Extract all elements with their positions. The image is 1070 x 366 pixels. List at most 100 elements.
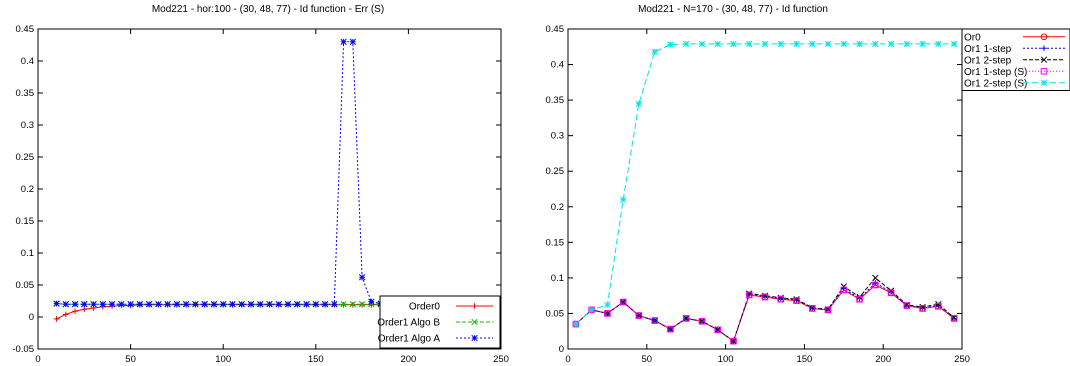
- chart-right-series-4-point: [777, 40, 784, 48]
- chart-right-series-2-line: [575, 277, 955, 343]
- chart-right-series-3-point: [887, 289, 895, 297]
- chart-left-series-2-point: [257, 301, 264, 308]
- chart-right-ytick-label: 0.15: [546, 237, 565, 248]
- chart-right-series-3-point: [698, 317, 706, 325]
- chart-right-series-4-point: [887, 40, 895, 48]
- chart-right-series-3-point: [856, 295, 863, 303]
- chart-left-series-2-point: [164, 301, 171, 308]
- chart-right-xtick-label: 50: [642, 354, 653, 365]
- chart-right-series-3-point: [793, 297, 800, 304]
- chart-right-legend-box: [961, 28, 1070, 91]
- chart-right-ytick-label: 0.45: [546, 24, 565, 35]
- chart-left-series-2-point: [90, 301, 97, 308]
- chart-right-series-3-point: [950, 315, 958, 322]
- chart-left-series-0-point: [53, 316, 60, 322]
- chart-right-series-3-point: [714, 326, 722, 334]
- chart-left-series-2-point: [331, 301, 338, 308]
- chart-right-series-4-point: [651, 48, 658, 55]
- chart-left: Mod221 - hor:100 - (30, 48, 77) - Id fun…: [12, 4, 509, 365]
- chart-left-ticks: 0 50 100 150 200 250-0.0500.050.10.150.20.250…: [12, 24, 509, 365]
- chart-left-series-2-point: [62, 301, 69, 308]
- chart-right-series-3-point: [667, 325, 674, 333]
- chart-left-ytick-label: 0.05: [16, 280, 35, 291]
- chart-left-series-2-point: [303, 301, 310, 308]
- chart-left-series-2-point: [368, 298, 375, 305]
- chart-left-series-2-point: [321, 301, 329, 308]
- chart-right-legend-marker-3: [1040, 67, 1048, 75]
- chart-left-ytick-label: -0.05: [12, 344, 34, 355]
- chart-left-series-2-line: [56, 41, 427, 305]
- chart-left-series-2-point: [220, 301, 227, 308]
- chart-right-series-3: [572, 281, 958, 345]
- chart-left-series-2-point: [349, 38, 356, 45]
- chart-right-series-1-point: [951, 315, 957, 322]
- chart-left-series-0-point: [72, 308, 78, 315]
- chart-right-title: Mod221 - N=170 - (30, 48, 77) - Id funct…: [638, 4, 828, 15]
- chart-right-series-2-point: [683, 315, 690, 322]
- chart-right-series-0-line: [575, 284, 955, 343]
- chart-right-series-0: [572, 281, 958, 345]
- chart-right-series-4-point: [793, 40, 800, 48]
- chart-left-xtick-label: 50: [125, 354, 136, 365]
- chart-right-series-1-line: [575, 282, 955, 343]
- chart-left-series-2-point: [99, 301, 106, 308]
- chart-left-series-2-point: [284, 301, 292, 308]
- chart-left-series-2-point: [229, 301, 236, 308]
- chart-left-ytick-label: 0.15: [16, 216, 35, 227]
- chart-left-ytick-label: 0.3: [21, 120, 34, 131]
- chart-right-series-4-point: [761, 40, 769, 48]
- chart-right-series-4-point: [809, 40, 816, 48]
- chart-right-legend-marker-0: [1040, 33, 1048, 41]
- chart-right-legend-marker-4: [1040, 79, 1048, 86]
- chart-left-xtick-label: 100: [215, 354, 231, 365]
- chart-right-series-3-point: [935, 303, 942, 310]
- chart-right-series-3-point: [872, 281, 879, 289]
- chart-right-series-4-point: [572, 320, 580, 328]
- chart-right-xtick-label: 0: [565, 354, 570, 365]
- chart-left-series-2-point: [53, 300, 60, 307]
- chart-right-series-4-point: [919, 40, 926, 48]
- chart-right-series-3-point: [730, 337, 737, 345]
- chart-left-xtick-label: 200: [400, 354, 416, 365]
- chart-right-series-4-point: [950, 40, 958, 48]
- chart-left-ytick-label: 0.35: [16, 88, 35, 99]
- chart-right-series-3-point: [682, 315, 690, 322]
- chart-right-series-4-point: [730, 40, 737, 48]
- chart-right-series-3-point: [824, 306, 832, 314]
- chart-right-series-2-point: [635, 312, 643, 319]
- chart-left-series-2-point: [127, 301, 134, 308]
- chart-left-series-2-point: [266, 301, 273, 308]
- chart-right-series-4-point: [698, 40, 706, 48]
- chart-right-series-3-point: [777, 295, 785, 303]
- chart-right-series-2-point: [730, 338, 737, 345]
- chart-right-series-4-point: [635, 100, 643, 107]
- chart-left-series-2-point: [201, 301, 208, 308]
- chart-right-series-1-point: [872, 280, 879, 286]
- chart-left-title: Mod221 - hor:100 - (30, 48, 77) - Id fun…: [152, 4, 384, 15]
- chart-left-series-0-point: [62, 311, 69, 318]
- chart-right-ytick-label: 0.25: [546, 166, 565, 177]
- chart-right-ticks: 0 50 100 150 200 250 0 0.05 0.1 0.15 0.2 0.25 0.3 0.3…: [546, 24, 970, 365]
- chart-right-legend-marker-2: [1040, 56, 1048, 63]
- chart-right-plot-area: [567, 28, 963, 350]
- chart-left-series-2-point: [210, 301, 218, 308]
- chart-right-series-3-line: [575, 284, 955, 343]
- chart-left-series-2-point: [173, 301, 181, 308]
- chart-left-legend-label-2: Order1 Algo A: [378, 334, 441, 345]
- chart-left-series-1-point: [349, 301, 356, 308]
- chart-right-legend-marker-1: [1041, 45, 1047, 52]
- chart-right-ytick-label: 0.3: [551, 131, 564, 142]
- chart-right-series-4-point: [872, 40, 879, 48]
- chart-right-ytick-label: 0.4: [551, 60, 564, 71]
- chart-left-series-2-point: [145, 301, 153, 308]
- chart-left-legend-label-0: Order0: [409, 302, 441, 313]
- chart-left-legend-marker-2: [471, 334, 478, 342]
- chart-right-series-3-point: [619, 298, 627, 306]
- chart-right-series-4-point: [935, 40, 942, 48]
- chart-right-series-3-point: [635, 312, 643, 319]
- chart-left-series-2-point: [312, 301, 319, 308]
- chart-left-series-2-point: [192, 301, 199, 308]
- chart-right-series-4-point: [588, 306, 595, 314]
- chart-right-xtick-label: 150: [796, 354, 812, 365]
- chart-left-legend-marker-1: [471, 318, 478, 326]
